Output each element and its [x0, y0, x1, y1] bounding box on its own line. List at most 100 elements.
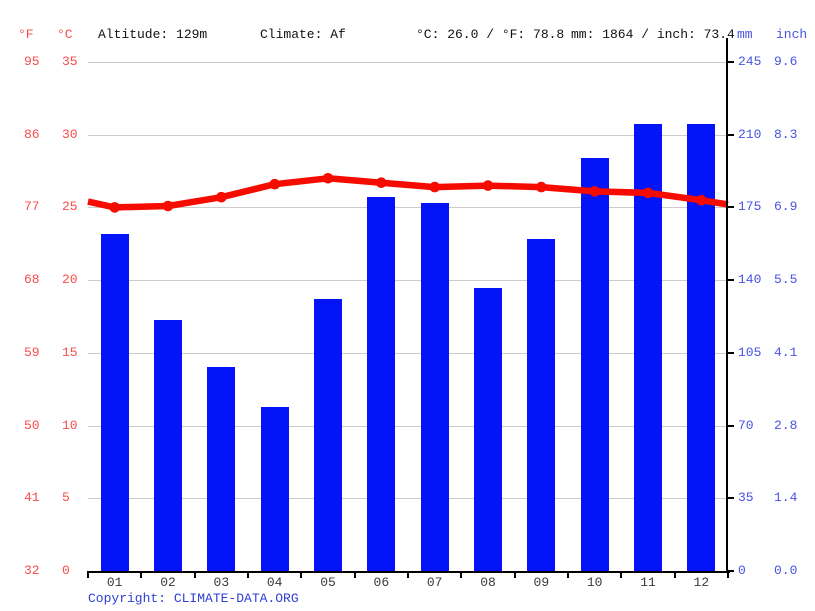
precipitation-bar: [420, 203, 449, 571]
month-label: 12: [693, 575, 710, 590]
left-axis-f-tick-label: 95: [24, 54, 40, 69]
left-axis-f-tick-label: 32: [24, 563, 40, 578]
precipitation-bar: [580, 157, 609, 571]
right-axis-unit-mm: mm: [737, 27, 753, 42]
month-label: 06: [373, 575, 390, 590]
gridline: [88, 425, 728, 427]
month-label: 04: [266, 575, 283, 590]
right-axis-unit-inch: inch: [776, 27, 808, 42]
altitude-label: Altitude: 129m: [98, 27, 208, 42]
right-axis-inch-tick-label: 2.8: [774, 417, 798, 433]
right-axis-tick: [726, 61, 734, 63]
left-axis-unit-fahrenheit: °F: [18, 27, 34, 42]
copyright: Copyright: CLIMATE-DATA.ORG: [88, 591, 299, 607]
right-axis-tick: [726, 497, 734, 500]
x-axis-tick: [727, 571, 729, 578]
temperature-point: [269, 178, 280, 190]
x-axis-tick: [460, 571, 463, 578]
precipitation-bar: [100, 234, 129, 571]
right-axis-mm-tick-label: 0: [738, 563, 746, 578]
x-axis-tick: [300, 571, 303, 578]
right-axis-tick: [726, 351, 734, 354]
right-axis-inch-tick-label: 4.1: [774, 344, 798, 360]
gridline: [88, 498, 728, 500]
left-axis-f-tick-label: 68: [24, 272, 40, 288]
gridline: [88, 134, 728, 136]
right-axis-inch-tick-label: 6.9: [774, 199, 798, 215]
left-axis-c-tick-label: 10: [62, 417, 78, 433]
left-axis-c-tick-label: 15: [62, 344, 78, 360]
precipitation-bar: [474, 288, 502, 571]
temperature-point: [109, 202, 120, 213]
month-label: 02: [160, 575, 176, 590]
temperature-point: [162, 200, 174, 212]
copyright-label: Copyright:: [88, 591, 167, 606]
right-axis-tick: [726, 424, 734, 427]
x-axis-tick: [140, 571, 143, 578]
left-axis-f-tick-label: 41: [24, 490, 40, 506]
right-axis-mm-tick-label: 140: [738, 272, 762, 288]
right-axis-mm-tick-label: 175: [738, 199, 762, 215]
left-axis-c-tick-label: 0: [62, 563, 70, 578]
precipitation-bar: [260, 406, 289, 571]
month-label: 05: [320, 575, 336, 590]
x-axis-tick: [620, 571, 623, 578]
gridline: [88, 62, 728, 63]
left-axis-c-tick-label: 5: [62, 490, 70, 506]
x-axis-tick: [247, 571, 249, 578]
temperature-point: [322, 173, 334, 184]
x-axis-tick: [353, 571, 356, 578]
temperature-point: [696, 194, 707, 206]
right-axis-inch-tick-label: 8.3: [774, 126, 798, 142]
precipitation-bar: [367, 197, 396, 571]
right-axis-tick: [726, 206, 734, 209]
climate-type-label: Climate: Af: [260, 27, 346, 42]
right-axis-mm-tick-label: 35: [738, 490, 754, 506]
temperature-point: [376, 177, 387, 188]
temperature-line: [87, 175, 729, 211]
month-label: 07: [426, 575, 443, 590]
month-label: 11: [640, 575, 656, 590]
climate-data-org-link[interactable]: CLIMATE-DATA.ORG: [173, 591, 299, 606]
x-axis-tick: [513, 571, 516, 578]
x-axis-tick: [87, 571, 89, 578]
left-axis-c-tick-label: 25: [62, 199, 78, 215]
mean-temperature-label: °C: 26.0 / °F: 78.8: [416, 27, 565, 42]
right-axis-inch-tick-label: 9.6: [774, 54, 798, 69]
left-axis-f-tick-label: 77: [24, 199, 40, 215]
right-axis-inch-tick-label: 0.0: [774, 563, 798, 578]
right-axis-tick: [726, 133, 734, 136]
annual-precipitation-label: mm: 1864 / inch: 73.4: [571, 27, 735, 42]
left-axis-c-tick-label: 20: [62, 272, 78, 288]
x-axis-line: [88, 571, 730, 573]
temperature-point: [536, 181, 547, 193]
right-axis-line: [726, 38, 728, 573]
left-axis-c-tick-label: 30: [62, 126, 78, 142]
temperature-point: [642, 187, 654, 199]
temperature-point: [589, 186, 600, 197]
right-axis-mm-tick-label: 70: [738, 417, 754, 433]
left-axis-f-tick-label: 50: [24, 417, 40, 433]
month-label: 10: [586, 575, 603, 590]
right-axis-tick: [726, 570, 734, 572]
gridline: [88, 280, 728, 282]
month-label: 01: [106, 575, 123, 590]
precipitation-bar: [154, 319, 182, 571]
temperature-point: [429, 181, 441, 193]
x-axis-tick: [193, 571, 196, 578]
precipitation-bar: [527, 238, 556, 571]
gridline: [88, 207, 728, 209]
x-axis-tick: [567, 571, 569, 578]
temperature-line-chart: [87, 173, 729, 213]
precipitation-bar: [207, 367, 236, 571]
right-axis-inch-tick-label: 1.4: [774, 490, 798, 506]
x-axis-tick: [673, 571, 676, 578]
temperature-point: [216, 191, 227, 203]
right-axis-tick: [726, 279, 734, 282]
left-axis-unit-celsius: °C: [57, 27, 73, 42]
left-axis-c-tick-label: 35: [62, 54, 78, 69]
temperature-point: [482, 180, 494, 191]
x-axis-tick: [407, 571, 409, 578]
month-label: 08: [480, 575, 496, 590]
